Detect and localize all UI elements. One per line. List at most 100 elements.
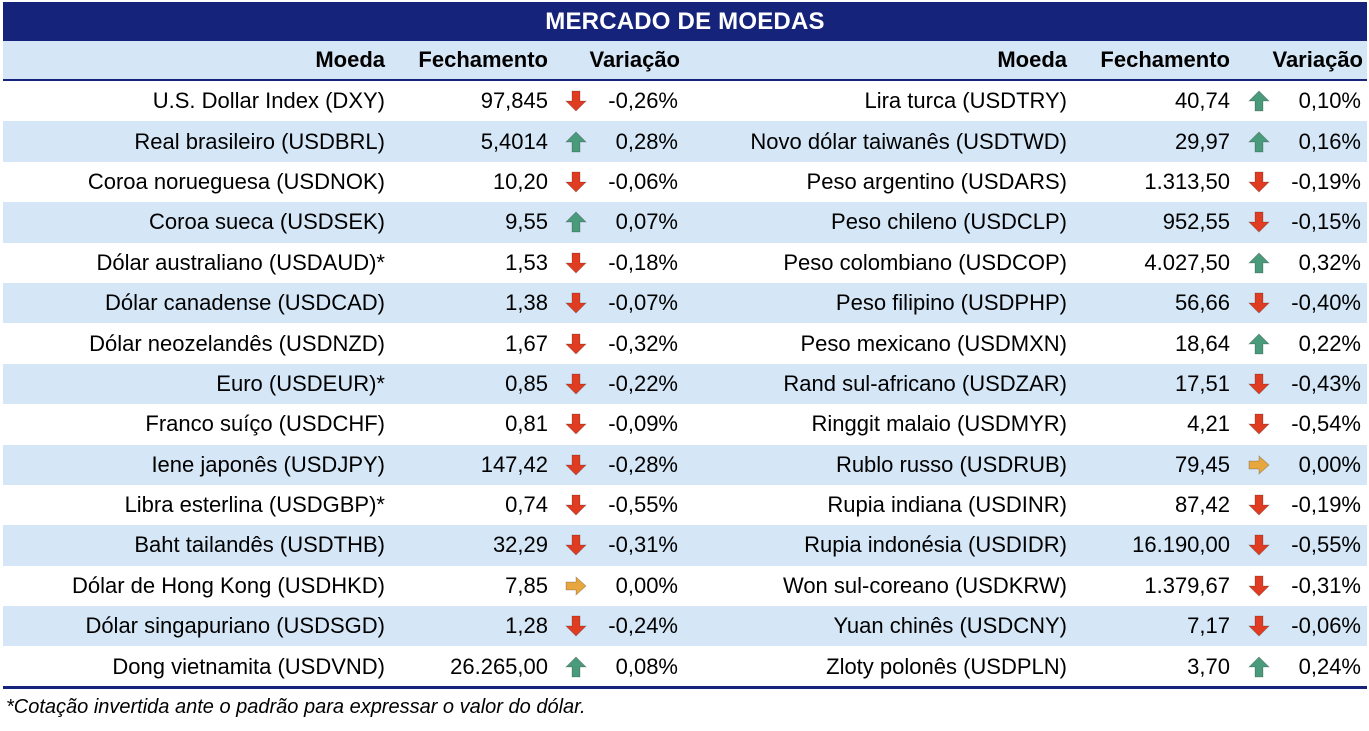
currency-name-left: Dólar singapuriano (USDSGD) (85, 613, 385, 639)
arrow-down-icon (563, 525, 589, 565)
arrow-down-icon (563, 81, 589, 121)
table-header-row: Moeda Fechamento Variação Moeda Fechamen… (3, 41, 1367, 81)
currency-name-right: Ringgit malaio (USDMYR) (811, 411, 1067, 437)
arrow-right-icon (1246, 445, 1272, 485)
table-row: Real brasileiro (USDBRL) 5,4014 0,28% Novo … (3, 121, 1367, 162)
currency-name-left: Dólar australiano (USDAUD)* (96, 249, 385, 275)
change-value-left: -0,28% (608, 451, 678, 477)
table-row: Dong vietnamita (USDVND) 26.265,00 0,08% Zl… (3, 646, 1367, 686)
arrow-down-icon (1246, 566, 1272, 606)
arrow-up-icon (1246, 243, 1272, 283)
close-value-left: 5,4014 (480, 128, 548, 154)
close-value-right: 79,45 (1174, 451, 1230, 477)
arrow-up-icon (1246, 81, 1272, 121)
change-value-right: -0,43% (1291, 370, 1361, 396)
close-value-left: 1,67 (505, 330, 548, 356)
change-value-left: -0,07% (608, 290, 678, 316)
change-value-left: -0,18% (608, 249, 678, 275)
close-value-right: 7,17 (1187, 613, 1230, 639)
currency-name-right: Peso mexicano (USDMXN) (800, 330, 1067, 356)
arrow-up-icon (563, 646, 589, 686)
change-value-right: 0,00% (1298, 451, 1361, 477)
currency-name-right: Rupia indiana (USDINR) (827, 492, 1067, 518)
arrow-down-icon (563, 606, 589, 646)
close-value-left: 97,845 (480, 88, 548, 114)
header-close-left: Fechamento (418, 47, 548, 72)
arrow-right-icon (563, 566, 589, 606)
change-value-left: -0,22% (608, 370, 678, 396)
close-value-right: 40,74 (1174, 88, 1230, 114)
close-value-right: 4,21 (1187, 411, 1230, 437)
arrow-down-icon (1246, 485, 1272, 525)
arrow-down-icon (563, 323, 589, 363)
currency-name-left: Libra esterlina (USDGBP)* (124, 492, 385, 518)
change-value-right: -0,15% (1291, 209, 1361, 235)
table-row: Iene japonês (USDJPY) 147,42 -0,28% Rublo r… (3, 444, 1367, 485)
change-value-right: 0,16% (1298, 128, 1361, 154)
currency-name-right: Rublo russo (USDRUB) (835, 451, 1067, 477)
currency-name-right: Rupia indonésia (USDIDR) (804, 532, 1067, 558)
arrow-down-icon (1246, 283, 1272, 323)
header-close-right: Fechamento (1100, 47, 1230, 72)
arrow-down-icon (1246, 202, 1272, 242)
close-value-left: 1,28 (505, 613, 548, 639)
currency-name-left: Coroa norueguesa (USDNOK) (87, 168, 385, 194)
table-row: Dólar australiano (USDAUD)* 1,53 -0,18% Pes… (3, 243, 1367, 283)
table-row: Coroa norueguesa (USDNOK) 10,20 -0,06% Peso… (3, 162, 1367, 202)
table-title: MERCADO DE MOEDAS (3, 2, 1367, 41)
currency-name-right: Peso argentino (USDARS) (806, 168, 1067, 194)
change-value-right: -0,06% (1291, 613, 1361, 639)
close-value-right: 17,51 (1174, 370, 1230, 396)
change-value-left: -0,32% (608, 330, 678, 356)
table-bottom-border (3, 686, 1367, 689)
currency-name-right: Peso filipino (USDPHP) (835, 290, 1067, 316)
arrow-down-icon (1246, 162, 1272, 202)
currency-name-right: Rand sul-africano (USDZAR) (783, 370, 1067, 396)
header-currency-right: Moeda (997, 47, 1067, 72)
currency-name-left: Euro (USDEUR)* (216, 370, 385, 396)
close-value-left: 147,42 (480, 451, 548, 477)
change-value-left: 0,07% (615, 209, 678, 235)
close-value-left: 9,55 (505, 209, 548, 235)
change-value-right: 0,22% (1298, 330, 1361, 356)
currency-name-right: Peso colombiano (USDCOP) (783, 249, 1067, 275)
close-value-left: 0,81 (505, 411, 548, 437)
arrow-down-icon (563, 445, 589, 485)
arrow-up-icon (563, 202, 589, 242)
currency-name-right: Peso chileno (USDCLP) (831, 209, 1067, 235)
change-value-left: 0,00% (615, 572, 678, 598)
arrow-down-icon (1246, 606, 1272, 646)
close-value-left: 0,74 (505, 492, 548, 518)
close-value-left: 10,20 (492, 168, 548, 194)
currency-name-left: Dong vietnamita (USDVND) (112, 653, 385, 679)
change-value-left: 0,28% (615, 128, 678, 154)
close-value-left: 32,29 (492, 532, 548, 558)
close-value-right: 18,64 (1174, 330, 1230, 356)
change-value-right: 0,32% (1298, 249, 1361, 275)
arrow-down-icon (563, 243, 589, 283)
arrow-down-icon (563, 485, 589, 525)
currency-name-left: Franco suíço (USDCHF) (145, 411, 385, 437)
close-value-right: 4.027,50 (1144, 249, 1230, 275)
arrow-up-icon (1246, 121, 1272, 161)
change-value-left: -0,06% (608, 168, 678, 194)
change-value-left: -0,26% (608, 88, 678, 114)
close-value-right: 56,66 (1174, 290, 1230, 316)
currency-name-left: Coroa sueca (USDSEK) (149, 209, 385, 235)
arrow-down-icon (563, 404, 589, 444)
close-value-right: 952,55 (1162, 209, 1230, 235)
change-value-right: -0,40% (1291, 290, 1361, 316)
currency-name-right: Novo dólar taiwanês (USDTWD) (750, 128, 1067, 154)
close-value-right: 1.379,67 (1144, 572, 1230, 598)
currency-table-body: U.S. Dollar Index (DXY) 97,845 -0,26% Lira … (3, 81, 1367, 687)
close-value-right: 1.313,50 (1144, 168, 1230, 194)
close-value-left: 0,85 (505, 370, 548, 396)
change-value-right: 0,10% (1298, 88, 1361, 114)
change-value-right: -0,19% (1291, 168, 1361, 194)
header-currency-left: Moeda (315, 47, 385, 72)
currency-name-left: Dólar canadense (USDCAD) (105, 290, 385, 316)
table-row: Dólar neozelandês (USDNZD) 1,67 -0,32% Peso… (3, 323, 1367, 363)
currency-name-left: Real brasileiro (USDBRL) (134, 128, 385, 154)
header-change-left: Variação (589, 47, 680, 72)
close-value-left: 1,53 (505, 249, 548, 275)
